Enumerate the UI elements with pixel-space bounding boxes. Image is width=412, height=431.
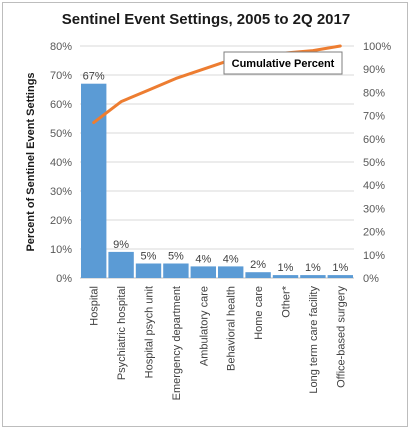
- bar: [272, 275, 299, 278]
- category-label: Hospital: [89, 286, 101, 326]
- category-label: Home care: [253, 286, 265, 340]
- bar-data-label: 1%: [278, 262, 294, 274]
- y-tick-label: 0%: [56, 273, 72, 285]
- y2-tick-label: 100%: [363, 41, 391, 53]
- bar: [300, 275, 326, 278]
- y-axis-title: Percent of Sentinel Event Settings: [25, 72, 37, 251]
- y2-tick-label: 0%: [363, 273, 379, 285]
- bar: [81, 83, 107, 278]
- legend-label: Cumulative Percent: [232, 58, 335, 70]
- category-label: Behavioral health: [226, 286, 238, 371]
- y-tick-label: 10%: [50, 244, 72, 256]
- y-tick-label: 70%: [50, 70, 72, 82]
- y2-tick-label: 40%: [363, 180, 385, 192]
- bar-data-label: 4%: [223, 253, 239, 265]
- bar-data-label: 5%: [168, 251, 184, 263]
- category-label: Office-based surgery: [335, 286, 347, 388]
- y2-tick-label: 50%: [363, 157, 385, 169]
- y2-tick-label: 20%: [363, 227, 385, 239]
- bar: [190, 266, 216, 278]
- bar: [163, 263, 189, 278]
- bar: [108, 251, 134, 278]
- category-label: Ambulatory care: [198, 286, 210, 366]
- category-label: Psychiatric hospital: [116, 286, 128, 380]
- y2-tick-label: 80%: [363, 87, 385, 99]
- bar: [327, 275, 353, 278]
- legend: Cumulative Percent: [223, 51, 343, 75]
- y2-tick-label: 70%: [363, 111, 385, 123]
- y2-tick-label: 90%: [363, 64, 385, 76]
- bar-data-label: 9%: [113, 239, 129, 251]
- bar-data-label: 5%: [141, 251, 157, 263]
- y-tick-label: 40%: [50, 157, 72, 169]
- category-label: Other*: [281, 285, 293, 318]
- bar-data-label: 4%: [195, 253, 211, 265]
- bar-data-label: 67%: [83, 71, 105, 83]
- bar: [245, 272, 271, 278]
- category-label: Hospital psych unit: [144, 286, 156, 378]
- bar-data-label: 1%: [305, 262, 321, 274]
- y2-tick-label: 60%: [363, 134, 385, 146]
- y-tick-label: 60%: [50, 99, 72, 111]
- y-tick-label: 50%: [50, 128, 72, 140]
- y2-tick-label: 30%: [363, 203, 385, 215]
- chart-title: Sentinel Event Settings, 2005 to 2Q 2017: [62, 11, 350, 28]
- bar-data-label: 1%: [332, 262, 348, 274]
- bar: [218, 266, 244, 278]
- y2-tick-label: 10%: [363, 250, 385, 262]
- bar: [135, 263, 162, 278]
- bar-data-label: 2%: [250, 259, 266, 271]
- category-label: Long term care facility: [308, 286, 320, 394]
- y-tick-label: 80%: [50, 41, 72, 53]
- category-label: Emergency department: [171, 286, 183, 400]
- chart-frame: [2, 2, 408, 427]
- y-tick-label: 30%: [50, 186, 72, 198]
- y-tick-label: 20%: [50, 215, 72, 227]
